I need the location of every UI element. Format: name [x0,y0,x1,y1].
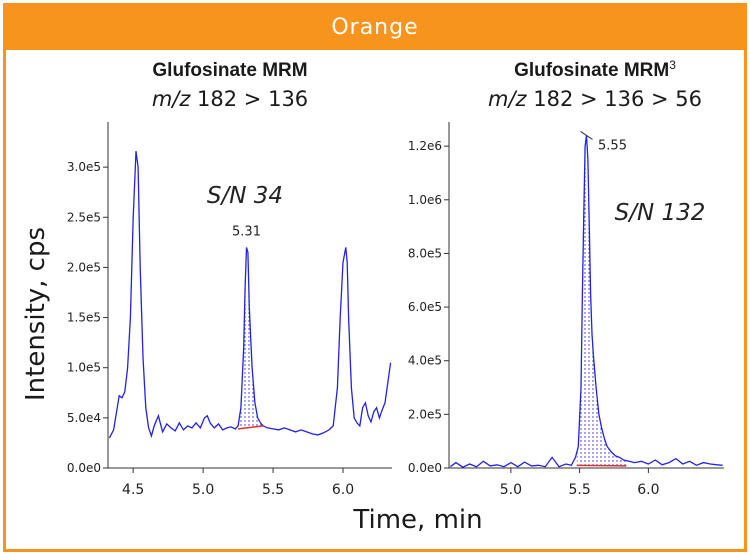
chart1-peak-label: 5.31 [232,224,261,239]
chart2-ytick-label: 6.0e5 [408,300,442,314]
chart2-title-sup: 3 [669,58,676,72]
chart1-ytick-label: 1.5e5 [67,311,101,325]
chart2-ytick-label: 1.2e6 [408,139,442,153]
chart1-baseline [238,425,264,430]
chart2-xtick-label: 5.0 [500,482,522,498]
chart2-subtitle-mz: m/z [488,87,528,111]
chart2-peak-label: 5.55 [598,138,627,153]
chart2-ytick-label: 8.0e5 [408,246,442,260]
y-axis-label: Intensity, cps [21,227,51,401]
chart1-subtitle-rest: 182 > 136 [190,87,308,111]
chart2-xtick-label: 5.5 [568,482,590,498]
chart2-subtitle-rest: 182 > 136 > 56 [527,87,702,111]
chart1-xtick-label: 5.0 [192,482,214,498]
chart2-peak-area [576,135,627,466]
chart2-subtitle: m/z 182 > 136 > 56 [488,87,702,111]
chart2-ytick-label: 2.0e5 [408,407,442,421]
chart2-title-main: Glufosinate MRM [514,60,669,81]
chart2-ytick-label: 0.0e0 [408,461,442,475]
chart1-ytick-label: 1.0e5 [67,361,101,375]
chart1-subtitle: m/z 182 > 136 [152,87,308,111]
plots: 0.0e0 5.0e4 1.0e5 1.5e5 2.0e5 2.5e5 3.0e5 4.5 5.… [67,122,724,498]
chart2-trace [450,135,723,468]
chart1-subtitle-mz: m/z [152,87,192,111]
figure-frame: Orange [3,3,747,552]
chart2-ytick-label: 1.0e6 [408,193,442,207]
chart1-trace [108,151,392,439]
chart2-sn-label: S/N 132 [615,200,706,226]
banner: Orange [6,6,744,50]
chart1-xtick-label: 6.0 [332,482,354,498]
chart1-xtick-label: 4.5 [122,482,144,498]
chart1-ytick-label: 2.0e5 [67,260,101,274]
chart1-ytick-label: 0.0e0 [67,461,101,475]
chart2-title: Glufosinate MRM3 [514,58,676,81]
chart1-ytick-label: 3.0e5 [67,160,101,174]
chart1-title: Glufosinate MRM [152,60,307,81]
chart1-xtick-label: 5.5 [262,482,284,498]
chart2-baseline [576,464,627,467]
chart1-ytick-label: 5.0e4 [67,411,101,425]
chart2-peak-marker [580,130,593,140]
chart1-ytick-label: 2.5e5 [67,210,101,224]
chart2-xtick-label: 6.0 [637,482,659,498]
chart2-ytick-label: 4.0e5 [408,354,442,368]
chart1-sn-label: S/N 34 [207,183,283,209]
x-axis-label: Time, min [352,505,482,535]
